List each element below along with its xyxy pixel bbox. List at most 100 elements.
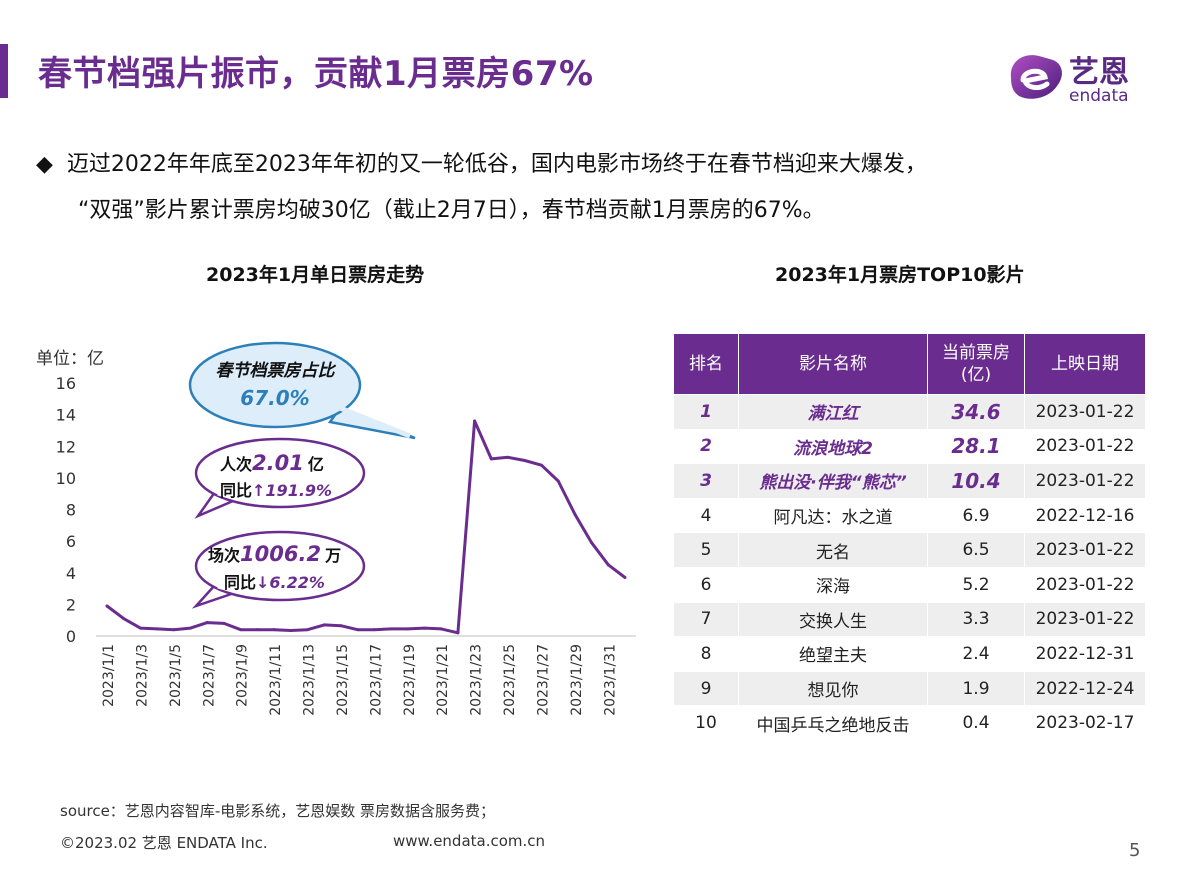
y-unit-label: 单位：亿	[36, 349, 104, 369]
table-row: 9 想见你 1.9 2022-12-24	[673, 670, 1146, 707]
series-line	[106, 419, 626, 635]
value-cell: 1.9	[927, 670, 1025, 707]
rank-cell: 6	[673, 566, 739, 603]
x-tick-label: 2023/1/19	[402, 644, 418, 716]
date-cell: 2023-01-22	[1024, 394, 1146, 430]
data-point	[406, 627, 410, 631]
y-tick-label: 8	[66, 501, 76, 520]
x-tick-label: 2023/1/3	[134, 644, 150, 707]
x-tick-label: 2023/1/11	[268, 644, 284, 716]
date-cell: 2023-01-22	[1024, 532, 1146, 568]
value-cell: 34.6	[927, 394, 1025, 430]
x-tick-label: 2023/1/9	[235, 644, 251, 707]
date-cell: 2023-01-22	[1024, 463, 1146, 499]
table-row: 10 中国乒乓之绝地反击 0.4 2023-02-17	[673, 705, 1146, 741]
admissions-callout: 人次2.01 亿 同比↑191.9%	[194, 437, 366, 519]
screenings-prefix: 场次	[208, 546, 240, 565]
logo-sub: endata	[1069, 86, 1129, 105]
y-tick-label: 14	[56, 406, 76, 425]
value-cell: 5.2	[927, 566, 1025, 603]
rank-cell: 3	[673, 463, 739, 499]
source-note: source：艺恩内容智库-电影系统，艺恩娱数 票房数据含服务费；	[60, 802, 495, 820]
top10-table: 排名 影片名称 当前票房 (亿) 上映日期 1 满江红 34.6 2023-01-22 2…	[673, 333, 1146, 741]
admissions-yoy-value: ↑191.9%	[252, 481, 332, 500]
page-number: 5	[1129, 840, 1141, 861]
rank-cell: 7	[673, 601, 739, 638]
data-point	[105, 604, 109, 608]
data-point	[122, 617, 126, 621]
svg-text:同比↑191.9%: 同比↑191.9%	[220, 481, 332, 500]
header-value: 当前票房 (亿)	[927, 333, 1025, 395]
rank-cell: 2	[673, 428, 739, 465]
name-cell: 满江红	[738, 394, 928, 430]
x-tick-label: 2023/1/5	[168, 644, 184, 707]
data-point	[539, 463, 543, 467]
data-point	[289, 628, 293, 632]
rank-cell: 1	[673, 394, 739, 430]
data-point	[606, 563, 610, 567]
data-point	[456, 631, 460, 635]
data-point	[306, 628, 310, 632]
x-tick-label: 2023/1/31	[602, 644, 618, 716]
date-cell: 2022-12-24	[1024, 670, 1146, 707]
admissions-value: 2.01	[252, 451, 304, 475]
name-cell: 深海	[738, 566, 928, 603]
data-point	[590, 541, 594, 545]
svg-text:场次1006.2万: 场次1006.2 万	[208, 542, 341, 566]
website-link[interactable]: www.endata.com.cn	[393, 832, 546, 850]
date-cell: 2022-12-31	[1024, 636, 1146, 672]
rank-cell: 8	[673, 636, 739, 672]
y-tick-label: 10	[56, 469, 76, 488]
table-row: 1 满江红 34.6 2023-01-22	[673, 394, 1146, 430]
date-cell: 2023-01-22	[1024, 428, 1146, 465]
x-tick-label: 2023/1/29	[569, 644, 585, 716]
series-points	[105, 419, 627, 635]
data-point	[255, 628, 259, 632]
share-callout-value: 67.0%	[240, 386, 309, 410]
screenings-yoy-value: ↓6.22%	[256, 573, 325, 592]
x-tick-label: 2023/1/25	[502, 644, 518, 716]
name-cell: 无名	[738, 532, 928, 568]
svg-text:人次2.01亿: 人次2.01 亿	[220, 451, 324, 475]
y-tick-label: 12	[56, 437, 76, 456]
table-header-row: 排名 影片名称 当前票房 (亿) 上映日期	[673, 333, 1146, 395]
data-point	[523, 458, 527, 462]
y-tick-label: 0	[66, 627, 76, 646]
rank-cell: 10	[673, 705, 739, 741]
screenings-value: 1006.2	[240, 542, 321, 566]
table-row: 8 绝望主夫 2.4 2022-12-31	[673, 636, 1146, 672]
data-point	[473, 419, 477, 423]
x-tick-label: 2023/1/21	[435, 644, 451, 716]
logo-text: 艺恩	[1069, 55, 1129, 90]
chart-title: 2023年1月单日票房走势	[206, 264, 425, 286]
data-point	[506, 455, 510, 459]
y-tick-label: 4	[66, 564, 76, 583]
date-cell: 2023-02-17	[1024, 705, 1146, 741]
y-axis-ticks: 16 14 12 10 8 6 4 2 0	[56, 374, 76, 646]
data-point	[322, 623, 326, 627]
name-cell: 阿凡达：水之道	[738, 497, 928, 534]
table-row: 5 无名 6.5 2023-01-22	[673, 532, 1146, 568]
intro-line-1: ◆ 迈过2022年年底至2023年年初的又一轮低谷，国内电影市场终于在春节档迎来大…	[36, 146, 927, 178]
header-name: 影片名称	[738, 333, 928, 395]
copyright: ©2023.02 艺恩 ENDATA Inc.	[60, 834, 268, 852]
header-date: 上映日期	[1024, 333, 1146, 395]
rank-cell: 9	[673, 670, 739, 707]
header-value-unit: (亿)	[960, 365, 992, 385]
data-point	[339, 624, 343, 628]
value-cell: 28.1	[927, 428, 1025, 465]
value-cell: 6.5	[927, 532, 1025, 568]
data-point	[422, 626, 426, 630]
data-point	[439, 627, 443, 631]
table-row: 7 交换人生 3.3 2023-01-22	[673, 601, 1146, 638]
x-tick-label: 2023/1/23	[469, 644, 485, 716]
table-row: 2 流浪地球2 28.1 2023-01-22	[673, 428, 1146, 465]
endata-logo: 艺恩 endata	[1010, 55, 1129, 105]
intro-text-1: 迈过2022年年底至2023年年初的又一轮低谷，国内电影市场终于在春节档迎来大爆…	[66, 152, 927, 177]
y-tick-label: 2	[66, 595, 76, 614]
y-tick-label: 6	[66, 532, 76, 551]
data-point	[556, 479, 560, 483]
header-rank: 排名	[673, 333, 739, 395]
page-title: 春节档强片振市，贡献1月票房67%	[38, 54, 594, 94]
